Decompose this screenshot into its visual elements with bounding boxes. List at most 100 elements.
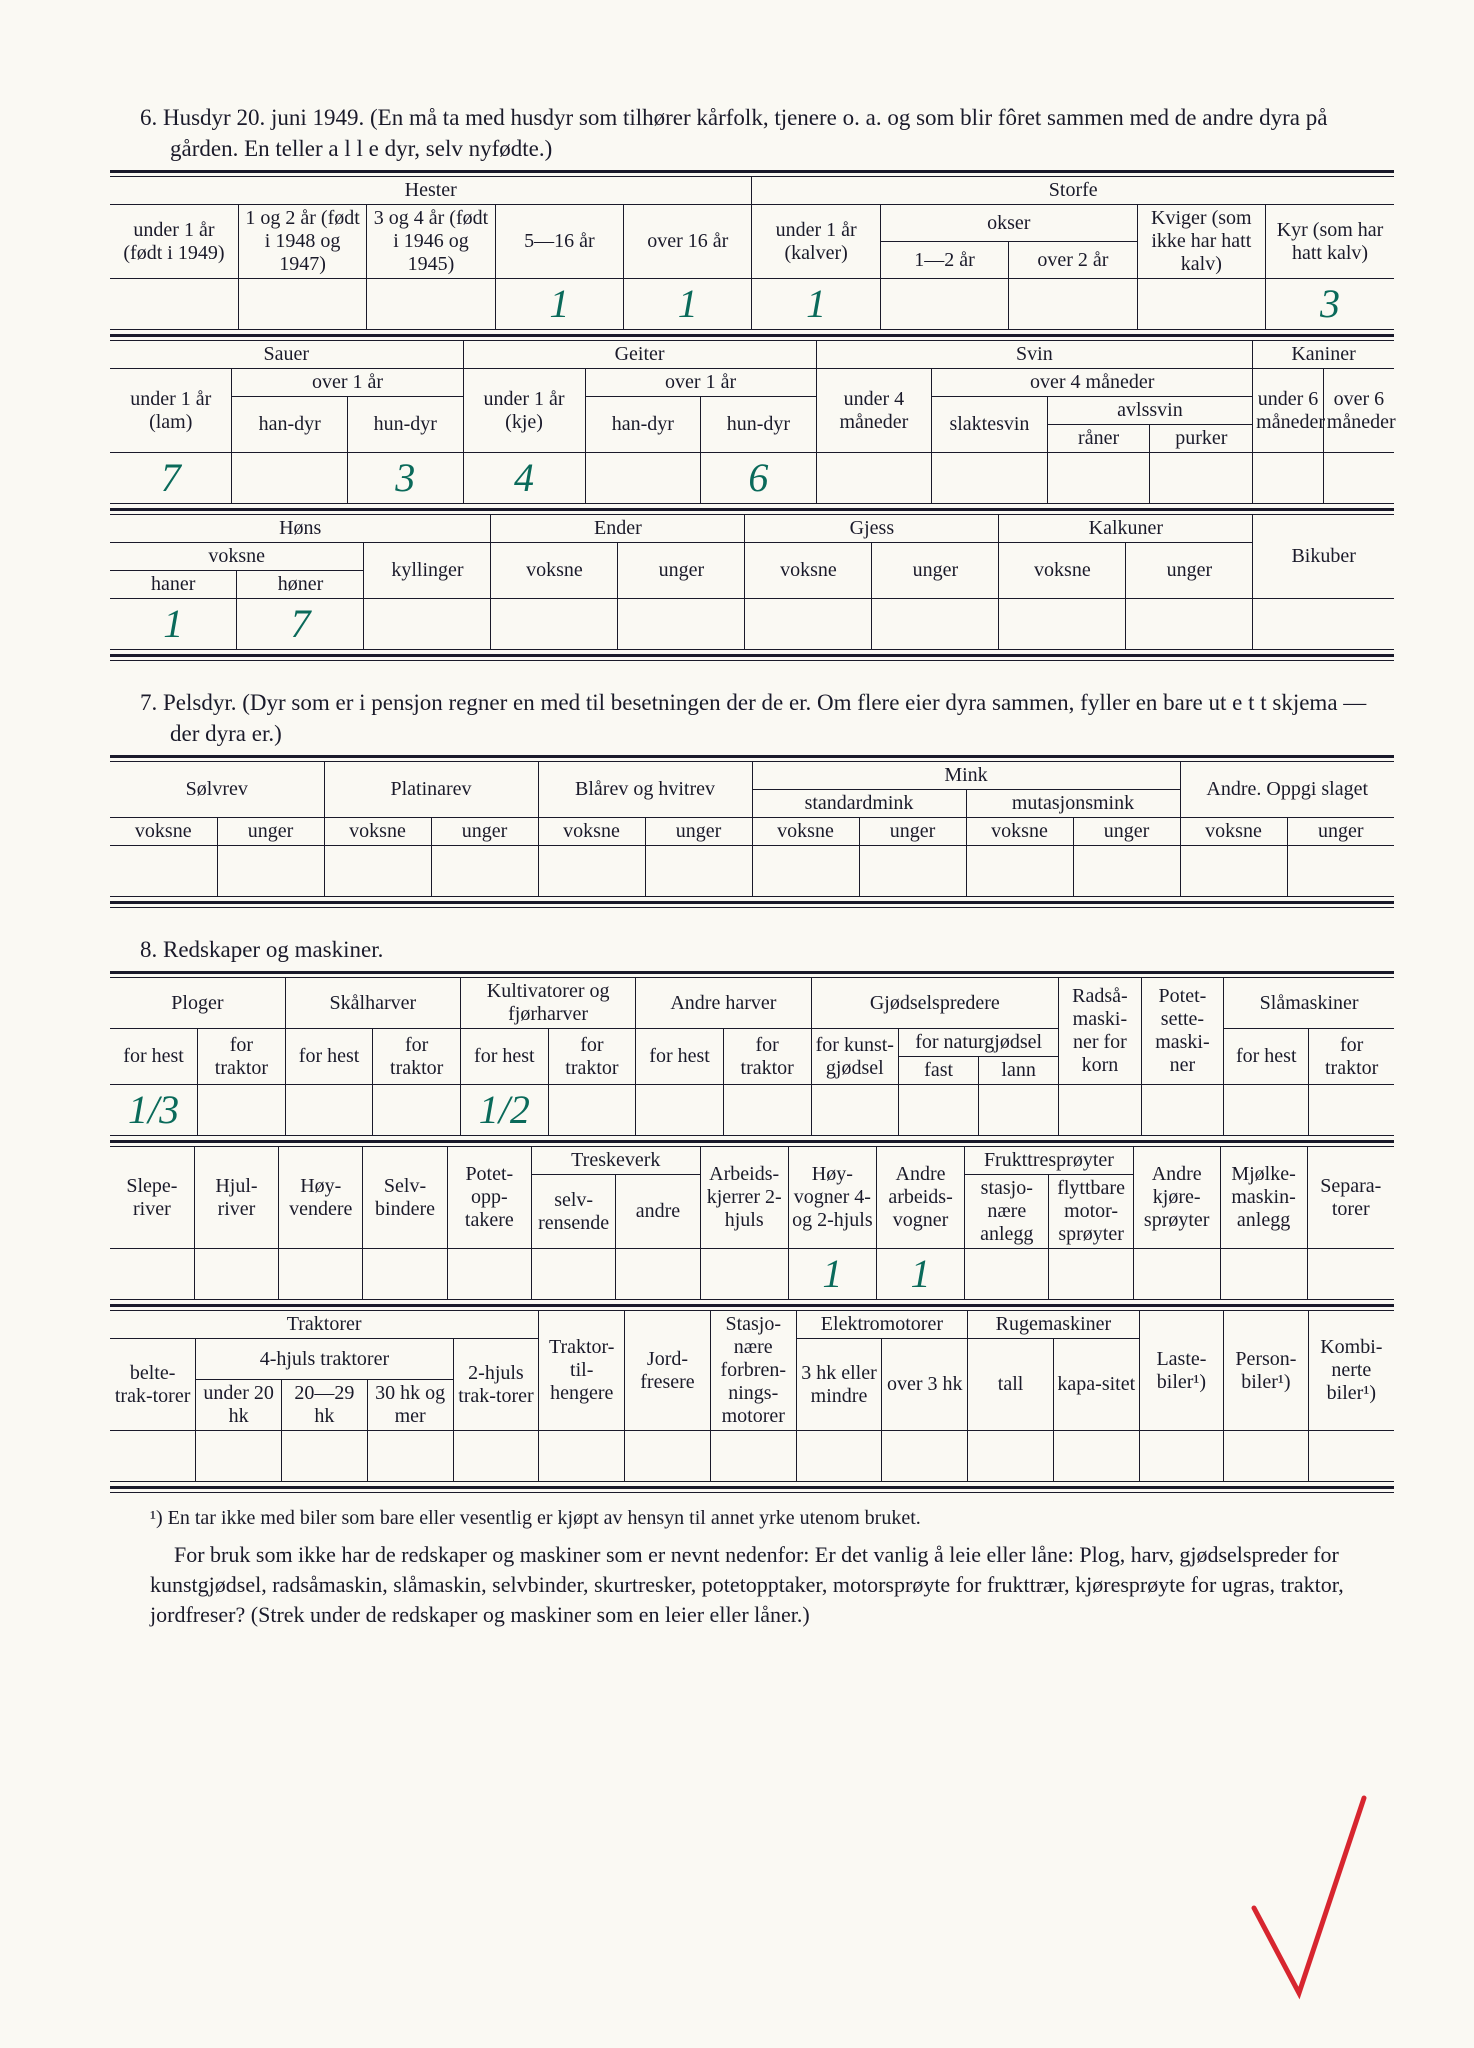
cell[interactable] (811, 1085, 899, 1136)
cell[interactable] (1253, 453, 1324, 504)
col-okser: okser (880, 205, 1137, 242)
cell[interactable] (367, 1431, 453, 1482)
cell[interactable] (367, 279, 495, 330)
cell[interactable] (645, 846, 752, 897)
cell[interactable] (618, 599, 745, 650)
cell[interactable] (282, 1431, 368, 1482)
cell[interactable] (872, 599, 999, 650)
cell[interactable] (1308, 1431, 1394, 1482)
cell[interactable] (1150, 453, 1253, 504)
cell[interactable] (1307, 1249, 1394, 1300)
col: Treskeverk (531, 1147, 700, 1175)
cell[interactable]: 1 (752, 279, 880, 330)
cell[interactable] (752, 846, 859, 897)
col: Person-biler¹) (1224, 1311, 1308, 1431)
cell[interactable] (538, 846, 645, 897)
cell[interactable]: 4 (463, 453, 585, 504)
cell[interactable] (1323, 453, 1394, 504)
cell[interactable] (364, 599, 491, 650)
cell[interactable] (859, 846, 966, 897)
cell[interactable]: 1 (495, 279, 623, 330)
svin-header: Svin (816, 341, 1253, 369)
cell[interactable] (745, 599, 872, 650)
cell[interactable] (1137, 279, 1265, 330)
cell[interactable]: 3 (1266, 279, 1394, 330)
cell[interactable] (796, 1431, 882, 1482)
cell[interactable] (194, 1249, 278, 1300)
geiter-header: Geiter (463, 341, 816, 369)
cell[interactable] (324, 846, 431, 897)
cell[interactable]: 1 (788, 1249, 876, 1300)
cell[interactable] (1220, 1249, 1307, 1300)
cell[interactable] (548, 1085, 636, 1136)
cell[interactable] (966, 846, 1073, 897)
table-redskaper-1: Ploger Skålharver Kultivatorer og fjørha… (110, 978, 1394, 1136)
cell[interactable] (110, 846, 217, 897)
cell[interactable] (636, 1085, 724, 1136)
cell[interactable] (1309, 1085, 1394, 1136)
cell[interactable] (531, 1249, 615, 1300)
cell[interactable] (1224, 1085, 1309, 1136)
cell[interactable] (700, 1249, 788, 1300)
cell[interactable] (1180, 846, 1287, 897)
cell[interactable] (1224, 1431, 1308, 1482)
cell[interactable] (710, 1431, 796, 1482)
col: flyttbare motor-sprøyter (1049, 1175, 1133, 1249)
cell[interactable] (899, 1085, 979, 1136)
cell[interactable] (279, 1249, 363, 1300)
cell[interactable] (585, 453, 701, 504)
cell[interactable] (1133, 1249, 1220, 1300)
cell[interactable] (999, 599, 1126, 650)
cell[interactable] (616, 1249, 700, 1300)
col: Rugemaskiner (968, 1311, 1140, 1339)
cell[interactable] (1287, 846, 1394, 897)
cell[interactable]: 1/3 (110, 1085, 198, 1136)
cell[interactable] (1139, 1431, 1223, 1482)
cell[interactable]: 1 (624, 279, 752, 330)
cell[interactable]: 6 (701, 453, 817, 504)
cell[interactable] (816, 453, 932, 504)
cell[interactable] (110, 1431, 196, 1482)
cell[interactable]: 1/2 (461, 1085, 549, 1136)
cell[interactable] (1009, 279, 1137, 330)
cell[interactable] (110, 279, 238, 330)
cell[interactable] (1059, 1085, 1142, 1136)
cell[interactable] (882, 1431, 968, 1482)
col: Selv-bindere (363, 1147, 447, 1249)
cell[interactable]: 7 (237, 599, 364, 650)
cell[interactable] (979, 1085, 1059, 1136)
cell[interactable] (1126, 599, 1253, 650)
cell[interactable] (447, 1249, 531, 1300)
cell[interactable] (453, 1431, 539, 1482)
cell[interactable] (625, 1431, 711, 1482)
col: unger (1126, 543, 1253, 599)
cell[interactable] (1047, 453, 1150, 504)
cell[interactable] (1049, 1249, 1133, 1300)
cell[interactable] (932, 453, 1048, 504)
cell[interactable] (196, 1431, 282, 1482)
cell[interactable] (1053, 1431, 1139, 1482)
cell[interactable] (1253, 599, 1394, 650)
cell[interactable]: 7 (110, 453, 232, 504)
cell[interactable]: 3 (348, 453, 464, 504)
cell[interactable] (880, 279, 1008, 330)
cell[interactable] (238, 279, 366, 330)
cell[interactable] (217, 846, 324, 897)
cell[interactable] (965, 1249, 1049, 1300)
cell[interactable]: 1 (110, 599, 237, 650)
cell[interactable] (110, 1249, 194, 1300)
cell[interactable] (723, 1085, 811, 1136)
cell[interactable] (1141, 1085, 1224, 1136)
cell[interactable] (1073, 846, 1180, 897)
cell[interactable] (373, 1085, 461, 1136)
cell[interactable] (968, 1431, 1054, 1482)
cell[interactable] (198, 1085, 286, 1136)
col: under 6 måneder (1253, 369, 1324, 453)
cell[interactable]: 1 (876, 1249, 964, 1300)
cell[interactable] (491, 599, 618, 650)
cell[interactable] (285, 1085, 373, 1136)
cell[interactable] (539, 1431, 625, 1482)
cell[interactable] (232, 453, 348, 504)
cell[interactable] (431, 846, 538, 897)
cell[interactable] (363, 1249, 447, 1300)
